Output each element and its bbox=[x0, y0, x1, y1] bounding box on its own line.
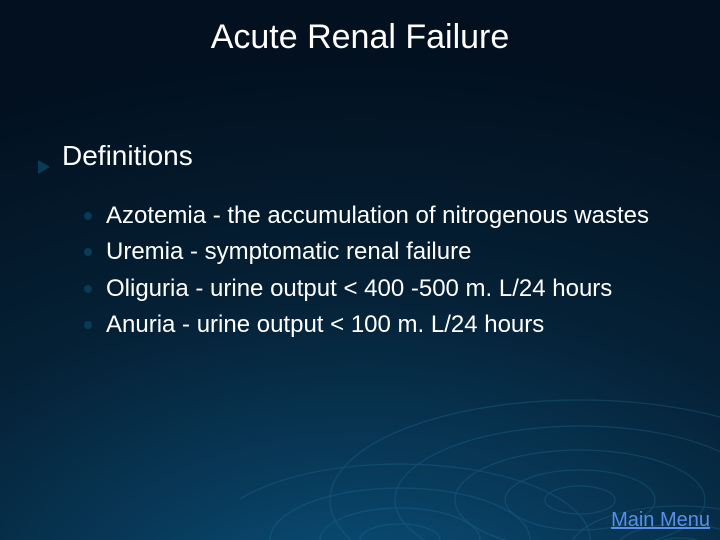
slide-title: Acute Renal Failure bbox=[0, 18, 720, 57]
list-item: Anuria - urine output < 100 m. L/24 hour… bbox=[84, 309, 684, 341]
list-item: Azotemia - the accumulation of nitrogeno… bbox=[84, 200, 684, 232]
content-section: Definitions Azotemia - the accumulation … bbox=[36, 140, 684, 346]
bullet-text: Oliguria - urine output < 400 -500 m. L/… bbox=[106, 273, 612, 305]
slide: Acute Renal Failure Definitions Azotemia… bbox=[0, 0, 720, 540]
bullet-text: Anuria - urine output < 100 m. L/24 hour… bbox=[106, 309, 544, 341]
main-menu-link[interactable]: Main Menu bbox=[611, 509, 710, 532]
bullet-dot-icon bbox=[84, 248, 92, 256]
section-header-text: Definitions bbox=[62, 140, 193, 172]
bullet-dot-icon bbox=[84, 212, 92, 220]
bullet-text: Uremia - symptomatic renal failure bbox=[106, 236, 471, 268]
arrow-right-icon bbox=[36, 150, 52, 182]
section-header: Definitions bbox=[36, 140, 684, 182]
bullet-dot-icon bbox=[84, 321, 92, 329]
bullet-dot-icon bbox=[84, 285, 92, 293]
bullet-text: Azotemia - the accumulation of nitrogeno… bbox=[106, 200, 649, 232]
list-item: Uremia - symptomatic renal failure bbox=[84, 236, 684, 268]
list-item: Oliguria - urine output < 400 -500 m. L/… bbox=[84, 273, 684, 305]
bullet-list: Azotemia - the accumulation of nitrogeno… bbox=[84, 200, 684, 342]
